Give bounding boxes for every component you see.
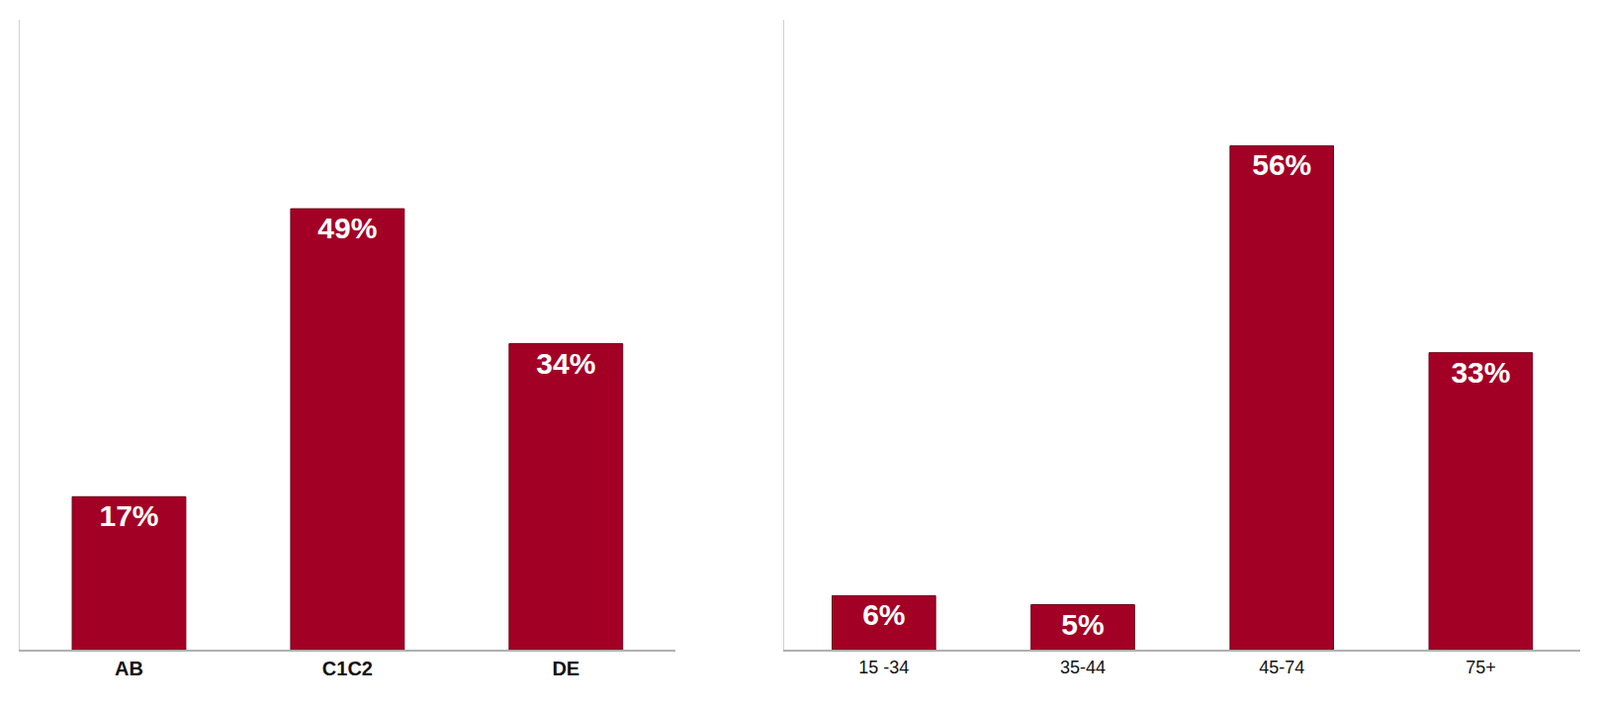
svg-text:35-44: 35-44 (1060, 657, 1106, 678)
svg-text:34%: 34% (535, 347, 596, 380)
svg-text:15 -34: 15 -34 (858, 657, 909, 678)
svg-text:AB: AB (114, 657, 144, 680)
svg-text:33%: 33% (1450, 355, 1511, 389)
svg-text:C1C2: C1C2 (322, 657, 373, 680)
svg-text:5%: 5% (1061, 608, 1104, 641)
svg-text:45-74: 45-74 (1258, 657, 1305, 678)
svg-text:DE: DE (551, 657, 580, 680)
svg-text:6%: 6% (862, 598, 905, 631)
svg-text:49%: 49% (317, 211, 377, 245)
svg-text:17%: 17% (98, 499, 159, 533)
svg-text:75+: 75+ (1465, 657, 1497, 678)
svg-text:56%: 56% (1251, 148, 1312, 181)
